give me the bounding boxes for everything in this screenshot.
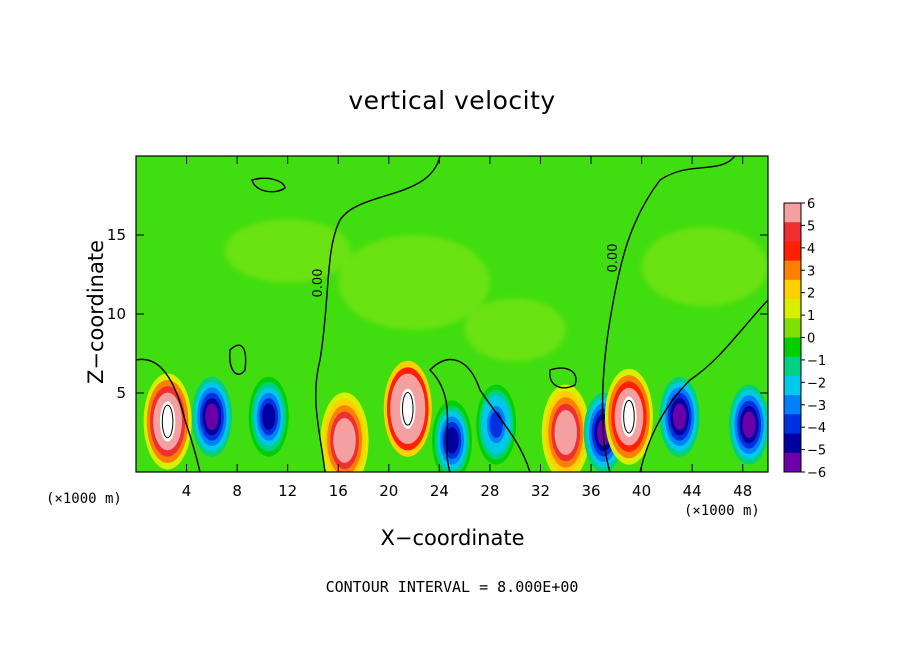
field-patch <box>338 235 490 330</box>
cell-ring <box>445 427 459 454</box>
cell-ring <box>205 403 219 431</box>
cell-core-contour <box>161 404 174 439</box>
updraft-cell <box>604 368 653 465</box>
cell-ring <box>336 424 353 457</box>
colorbar-tick-label: −1 <box>807 354 826 369</box>
contour-line <box>429 359 531 472</box>
zero-contours: 0.00 0.00 <box>136 156 768 472</box>
y-tick-label: 10 <box>107 305 126 323</box>
colorbar-swatch <box>784 414 801 435</box>
updraft-cell <box>541 384 590 472</box>
velocity-field <box>136 156 768 472</box>
contour-line <box>136 358 201 472</box>
contour-interval-note: CONTOUR INTERVAL = 8.000E+00 <box>325 578 579 596</box>
contour-label: 0.00 <box>311 269 326 298</box>
x-tick-label: 20 <box>379 482 398 500</box>
field-patch <box>641 227 768 307</box>
contour-line <box>639 299 768 472</box>
downdraft-cell <box>476 384 517 465</box>
x-tick-label: 48 <box>733 482 752 500</box>
contour-line <box>601 156 736 472</box>
colorbar-tick-label: 1 <box>807 309 815 324</box>
x-tick-label: 24 <box>430 482 449 500</box>
x-tick-label: 8 <box>232 482 242 500</box>
x-tick-label: 36 <box>581 482 600 500</box>
x-unit-label-right: (×1000 m) <box>684 503 760 519</box>
updraft-cell <box>143 373 192 470</box>
features <box>143 360 768 472</box>
x-axis: 4 8 12 16 20 24 28 32 36 40 44 48 <box>182 156 752 500</box>
colorbar-swatch <box>784 452 801 473</box>
cell-ring <box>742 411 756 438</box>
y-tick-label: 15 <box>107 226 126 244</box>
downdraft-cell <box>432 400 472 472</box>
cell-ring <box>262 403 276 431</box>
y-tick-label: 5 <box>116 384 126 402</box>
colorbar-tick-label: −2 <box>807 376 826 391</box>
downdraft-cell <box>191 376 232 457</box>
colorbar-tick-label: −5 <box>807 444 826 459</box>
colorbar-tick-label: −6 <box>807 466 826 481</box>
contour-line <box>549 367 577 389</box>
colorbar-tick-label: 3 <box>807 264 815 279</box>
x-tick-label: 28 <box>480 482 499 500</box>
colorbar-swatch <box>784 279 801 300</box>
x-tick-label: 16 <box>329 482 348 500</box>
cell-ring <box>489 411 503 438</box>
cell-core-contour <box>401 391 414 426</box>
colorbar-tick-label: 6 <box>807 197 815 212</box>
colorbar: 6 5 4 3 2 1 0 −1 −2 −3 −4 −5 −6 <box>783 197 826 481</box>
chart-title: vertical velocity <box>348 86 556 115</box>
colorbar-swatch <box>784 260 801 281</box>
colorbar-swatch <box>784 222 801 242</box>
contour-line <box>251 177 286 193</box>
colorbar-tick-label: 0 <box>807 332 815 347</box>
updraft-cell <box>320 392 369 472</box>
colorbar-tick-label: 5 <box>807 219 815 234</box>
y-axis-label: Z−coordinate <box>84 240 108 384</box>
colorbar-swatch <box>784 203 801 223</box>
cell-ring <box>672 403 687 431</box>
x-tick-label: 32 <box>531 482 550 500</box>
colorbar-swatch <box>784 375 801 396</box>
x-axis-label: X−coordinate <box>380 526 525 550</box>
colorbar-tick-label: 2 <box>807 287 815 302</box>
y-axis: 5 10 15 <box>107 226 768 402</box>
x-unit-label-left: (×1000 m) <box>46 491 122 507</box>
colorbar-tick-label: −3 <box>807 399 826 414</box>
cell-ring <box>557 416 574 449</box>
colorbar-swatch <box>784 356 801 377</box>
colorbar-tick-label: 4 <box>807 242 815 257</box>
downdraft-cell <box>248 376 289 457</box>
field-patch <box>464 298 566 362</box>
x-tick-label: 40 <box>632 482 651 500</box>
downdraft-cell <box>729 384 768 465</box>
x-tick-label: 4 <box>182 482 192 500</box>
colorbar-swatch <box>784 299 801 319</box>
colorbar-swatch <box>784 337 801 358</box>
x-tick-label: 12 <box>278 482 297 500</box>
downdraft-cell <box>659 376 700 457</box>
contour-label: 0.00 <box>606 244 621 273</box>
colorbar-swatch <box>784 318 801 338</box>
contour-line <box>315 156 441 472</box>
field-patch <box>224 219 351 283</box>
x-tick-label: 44 <box>683 482 702 500</box>
field-texture <box>224 219 768 362</box>
colorbar-swatch <box>784 433 801 454</box>
updraft-cell <box>383 360 432 457</box>
colorbar-tick-label: −4 <box>807 421 826 436</box>
colorbar-swatch <box>784 241 801 262</box>
cell-core-contour <box>623 399 635 434</box>
contour-line <box>229 344 247 375</box>
colorbar-swatch <box>784 395 801 415</box>
